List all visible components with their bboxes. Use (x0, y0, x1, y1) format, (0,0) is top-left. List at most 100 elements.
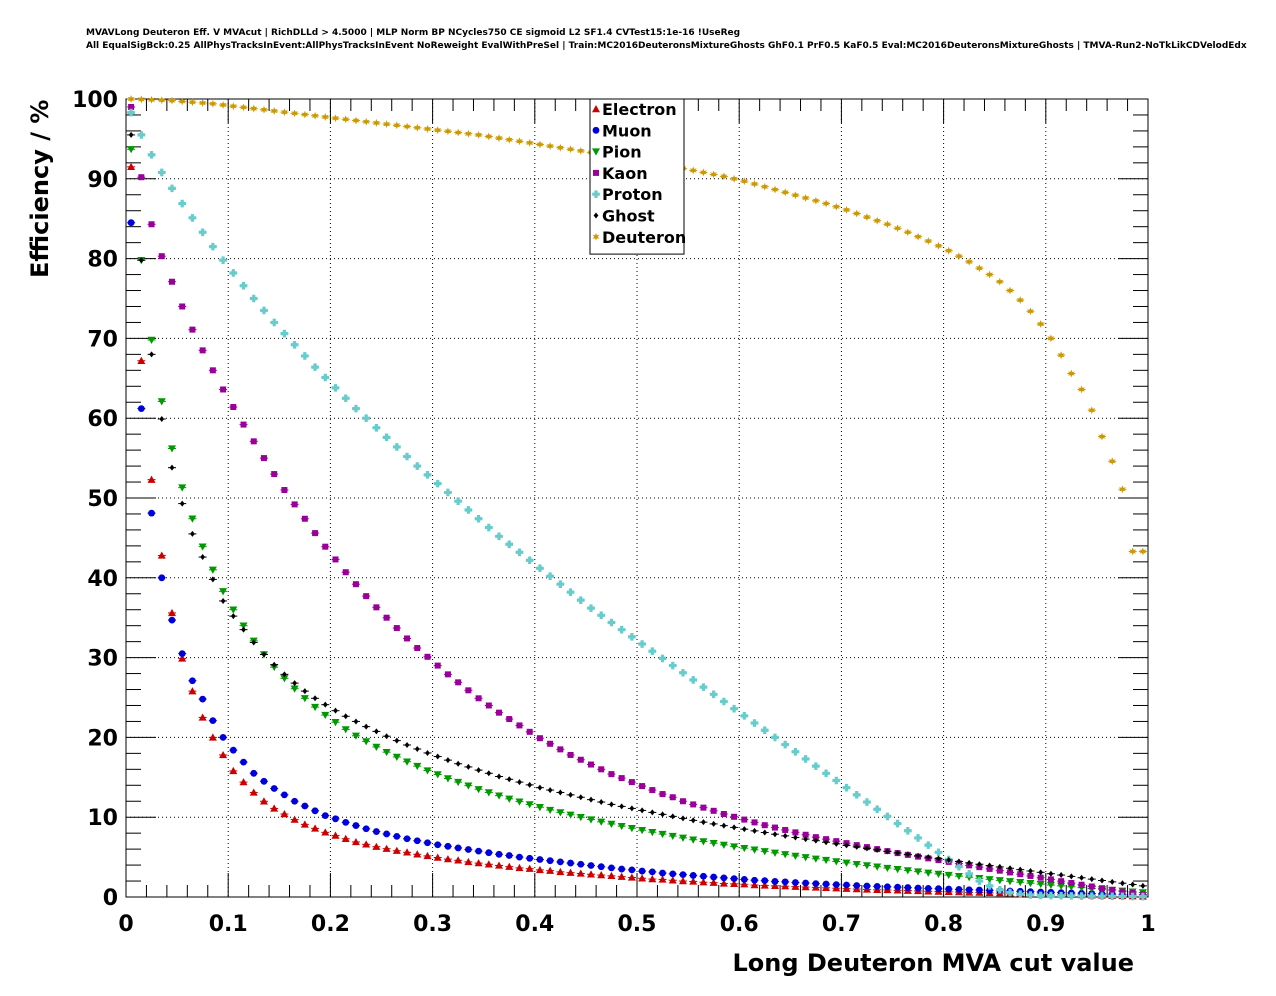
proton-point (1108, 892, 1117, 901)
deuteron-point (199, 99, 207, 107)
deuteron-point (321, 113, 329, 121)
deuteron-point (822, 199, 830, 208)
proton-point (178, 199, 187, 208)
proton-point (689, 676, 698, 684)
ghost-point (159, 415, 165, 422)
kaon-point (342, 569, 349, 576)
proton-point (157, 168, 166, 177)
muon-point (577, 860, 585, 868)
ghost-point (414, 745, 420, 752)
x-tick-label: 0.7 (822, 912, 861, 937)
muon-point (536, 856, 544, 863)
ghost-point (210, 576, 216, 583)
electron-point (750, 881, 759, 889)
x-tick-label: 0.3 (413, 912, 452, 937)
pion-point (719, 841, 728, 849)
deuteron-point (1006, 286, 1014, 295)
kaon-point (659, 791, 666, 798)
kaon-point (179, 303, 186, 310)
x-axis-title: Long Deuteron MVA cut value (732, 949, 1134, 977)
ghost-point (782, 832, 788, 839)
proton-point (413, 462, 422, 470)
electron-point (239, 778, 248, 786)
pion-point (760, 848, 769, 856)
electron-point (719, 879, 728, 887)
electron-point (811, 883, 820, 891)
kaon-point (812, 834, 819, 841)
electron-point (556, 867, 565, 876)
deuteron-point (260, 105, 268, 114)
deuteron-point (495, 134, 503, 143)
x-tick-label: 0.9 (1026, 912, 1065, 937)
ghost-point (588, 796, 594, 803)
kaon-point (1119, 888, 1126, 895)
electron-point (229, 766, 238, 775)
proton-point (883, 812, 892, 821)
muon-point (965, 886, 973, 894)
deuteron-point (178, 97, 186, 106)
kaon-point (240, 421, 247, 428)
proton-point (393, 443, 401, 451)
ghost-point (425, 749, 430, 756)
proton-point (546, 572, 554, 581)
deuteron-point (914, 232, 922, 241)
deuteron-point (219, 101, 227, 109)
proton-point (536, 564, 544, 573)
proton-point (709, 690, 718, 699)
deuteron-point (505, 135, 513, 144)
deuteron-point (975, 264, 983, 273)
proton-point (1036, 891, 1045, 900)
ghost-point (711, 820, 717, 827)
muon-point (372, 828, 380, 835)
proton-point (914, 834, 922, 842)
deuteron-point (434, 126, 442, 135)
ghost-point (598, 799, 604, 806)
proton-point (628, 633, 636, 641)
ghost-point (925, 854, 931, 861)
kaon-point (761, 822, 768, 829)
kaon-point (250, 438, 257, 445)
proton-point (127, 108, 135, 117)
kaon-point (557, 746, 564, 753)
ghost-point (1007, 865, 1013, 872)
deuteron-point (1037, 320, 1045, 328)
kaon-point (771, 824, 778, 831)
kaon-point (649, 787, 656, 794)
legend-label-deuteron: Deuteron (602, 228, 686, 247)
ghost-point (1109, 878, 1115, 885)
kaon-point (485, 702, 492, 709)
proton-point (198, 228, 207, 237)
deuteron-point (935, 241, 942, 250)
electron-point (178, 654, 187, 662)
ghost-point (660, 811, 665, 818)
kaon-point (1027, 872, 1034, 879)
proton-point (924, 841, 933, 849)
deuteron-point (393, 121, 401, 130)
electron-point (801, 883, 810, 891)
pion-point (873, 863, 882, 871)
muon-point (342, 818, 350, 826)
ghost-point (557, 789, 563, 796)
kaon-point (1068, 879, 1075, 886)
electron-point (535, 865, 544, 874)
electron-point (259, 797, 268, 805)
muon-point (914, 884, 922, 892)
x-tick-label: 0.6 (720, 912, 759, 937)
legend-label-pion: Pion (602, 143, 642, 162)
deuteron-point (791, 191, 799, 200)
electron-point (699, 878, 708, 886)
ghost-point (741, 826, 747, 833)
proton-point (403, 452, 411, 461)
proton-point (1139, 892, 1147, 901)
deuteron-point (516, 137, 523, 146)
pion-point (883, 864, 892, 873)
muon-point (526, 854, 534, 862)
ghost-point (373, 728, 379, 735)
x-tick-label: 0.1 (209, 912, 248, 937)
proton-point (485, 523, 493, 532)
x-tick-label: 0.4 (515, 912, 554, 937)
kaon-point (690, 801, 697, 808)
muon-point (444, 842, 452, 850)
kaon-point (1017, 871, 1024, 878)
ghost-point (445, 757, 451, 764)
